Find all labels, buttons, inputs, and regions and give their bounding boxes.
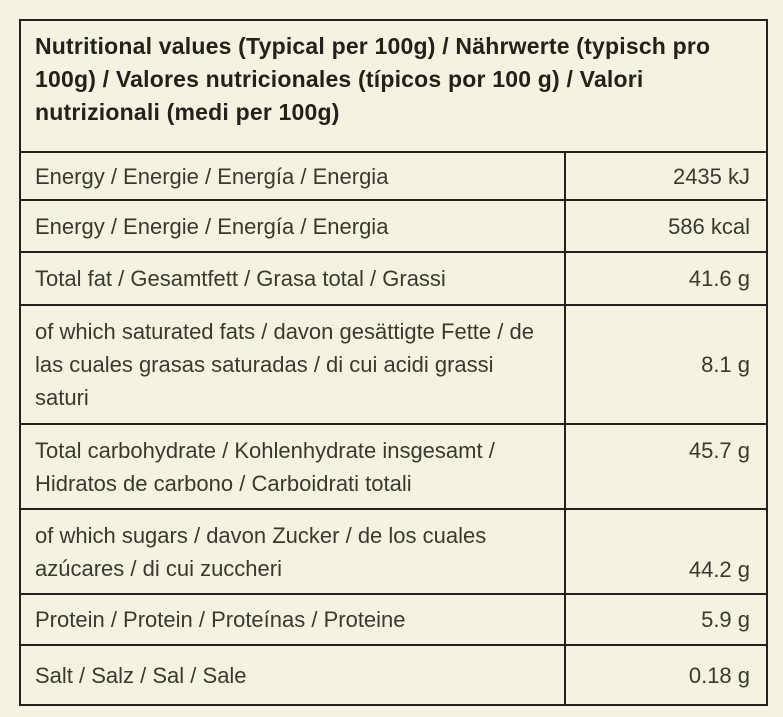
table-row-salt: Salt / Salz / Sal / Sale 0.18 g xyxy=(19,644,769,706)
table-row-total-fat: Total fat / Gesamtfett / Grasa total / G… xyxy=(19,251,769,306)
row-label: Salt / Salz / Sal / Sale xyxy=(19,644,566,706)
row-value: 45.7 g xyxy=(563,423,769,510)
row-label: of which sugars / davon Zucker / de los … xyxy=(19,508,566,595)
row-value: 41.6 g xyxy=(563,251,769,306)
row-label: Total fat / Gesamtfett / Grasa total / G… xyxy=(19,251,566,306)
row-value: 2435 kJ xyxy=(563,151,769,201)
table-row-saturated-fats: of which saturated fats / davon gesättig… xyxy=(19,304,769,425)
row-label: of which saturated fats / davon gesättig… xyxy=(19,304,566,425)
table-row-energy-kj: Energy / Energie / Energía / Energia 243… xyxy=(19,151,769,201)
row-label: Protein / Protein / Proteínas / Proteine xyxy=(19,593,566,646)
row-value: 5.9 g xyxy=(563,593,769,646)
row-value: 44.2 g xyxy=(563,508,769,595)
table-header-row: Nutritional values (Typical per 100g) / … xyxy=(18,19,769,153)
table-row-sugars: of which sugars / davon Zucker / de los … xyxy=(19,508,769,595)
row-label: Energy / Energie / Energía / Energia xyxy=(19,199,566,253)
row-label: Total carbohydrate / Kohlenhydrate insge… xyxy=(19,423,566,510)
table-row-energy-kcal: Energy / Energie / Energía / Energia 586… xyxy=(19,199,769,253)
nutrition-table: Nutritional values (Typical per 100g) / … xyxy=(18,19,769,706)
row-value: 0.18 g xyxy=(563,644,769,706)
table-row-protein: Protein / Protein / Proteínas / Proteine… xyxy=(19,593,769,646)
table-row-carbohydrate: Total carbohydrate / Kohlenhydrate insge… xyxy=(19,423,769,510)
table-title: Nutritional values (Typical per 100g) / … xyxy=(18,19,769,153)
row-label: Energy / Energie / Energía / Energia xyxy=(19,151,566,201)
row-value: 586 kcal xyxy=(563,199,769,253)
row-value: 8.1 g xyxy=(563,304,769,425)
